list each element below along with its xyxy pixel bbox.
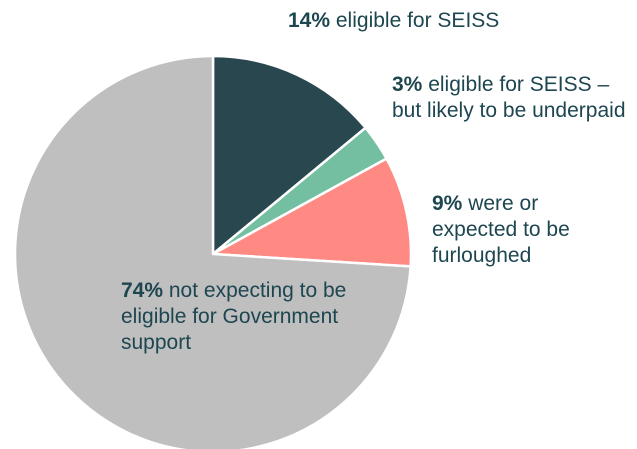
label-not-eligible: 74% not expecting to be eligible for Gov… (121, 278, 353, 356)
pie-slice-4 (13, 54, 412, 449)
label-furloughed-text: were or expected to be furloughed (432, 192, 570, 268)
label-seiss-underpaid-text: eligible for SEISS – but likely to be un… (392, 73, 626, 123)
label-not-eligible-percent: 74% (121, 279, 164, 302)
label-seiss-eligible: 14% eligible for SEISS (288, 8, 618, 34)
label-seiss-eligible-text: eligible for SEISS (335, 9, 500, 32)
pie-slices (13, 54, 413, 449)
pie-slice-3 (211, 157, 413, 268)
label-seiss-eligible-percent: 14% (288, 9, 331, 32)
label-seiss-underpaid: 3% eligible for SEISS – but likely to be… (392, 72, 632, 124)
pie-slice-1 (211, 54, 367, 256)
label-furloughed-percent: 9% (432, 192, 463, 215)
label-not-eligible-text: not expecting to be eligible for Governm… (121, 279, 347, 355)
label-seiss-underpaid-percent: 3% (392, 73, 423, 96)
label-furloughed: 9% were or expected to be furloughed (432, 191, 612, 269)
